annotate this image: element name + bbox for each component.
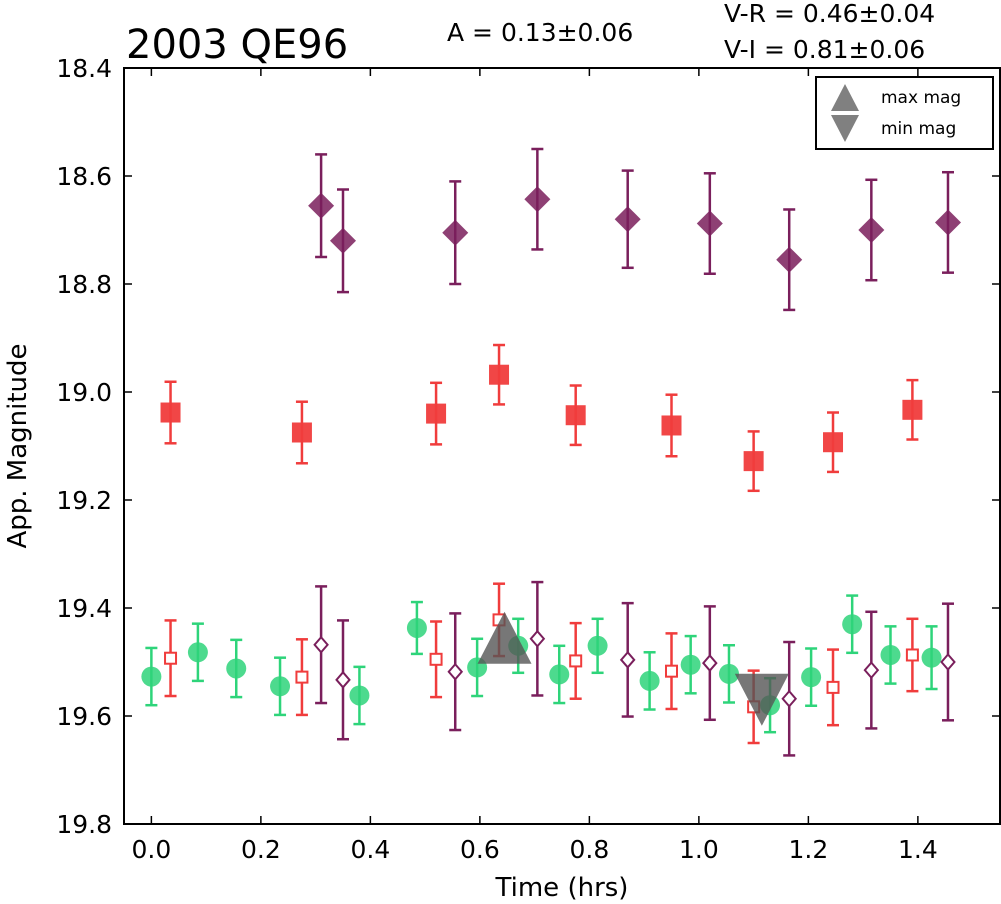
x-tick-label: 1.2	[788, 835, 828, 864]
series-4	[313, 580, 956, 757]
y-axis-label: App. Magnitude	[3, 343, 33, 548]
data-point-square	[164, 651, 178, 665]
data-point-diamond	[858, 217, 885, 243]
series-2	[141, 594, 942, 734]
data-point-circle	[880, 644, 901, 665]
data-point-diamond	[335, 670, 351, 689]
data-point-square	[665, 664, 678, 678]
data-point-diamond	[308, 192, 335, 219]
y-tick-label: 19.8	[56, 810, 112, 839]
x-tick-label: 0.6	[460, 835, 500, 864]
amplitude-annotation: A = 0.13±0.06	[447, 18, 633, 47]
data-point-square	[905, 648, 919, 662]
data-point-circle	[587, 635, 608, 656]
y-ticks: 18.4 18.6 18.8 19.0 19.2 19.4 19.6 19.8	[56, 54, 1000, 839]
y-tick-label: 19.2	[56, 486, 112, 515]
data-point-circle	[549, 664, 570, 685]
data-point-circle	[801, 667, 822, 688]
data-point-square	[429, 652, 443, 666]
data-point-diamond	[330, 227, 356, 254]
data-point-diamond	[940, 652, 956, 672]
data-point-diamond	[702, 654, 718, 673]
data-point-diamond	[863, 661, 880, 680]
legend-max-marker	[831, 84, 859, 111]
data-point-square	[569, 654, 583, 668]
data-point-circle	[406, 617, 427, 638]
legend-max-label: max mag	[881, 88, 961, 108]
legend-min-label: min mag	[881, 119, 956, 139]
data-point-diamond	[313, 635, 329, 654]
data-marks	[141, 147, 961, 757]
data-point-square	[826, 680, 840, 694]
x-tick-label: 1.4	[898, 835, 938, 864]
x-tick-label: 0.8	[569, 835, 609, 864]
data-point-diamond	[619, 650, 636, 669]
chart-title: 2003 QE96	[126, 22, 348, 68]
data-point-square	[743, 451, 764, 472]
plot-frame	[123, 67, 1001, 825]
data-point-diamond	[934, 209, 961, 236]
vr-annotation: V-R = 0.46±0.04	[724, 0, 935, 28]
x-tick-label: 0.2	[241, 835, 281, 864]
x-tick-label: 0.4	[350, 835, 390, 864]
legend: max mag min mag	[815, 76, 994, 150]
y-tick-label: 18.6	[56, 162, 112, 191]
data-point-circle	[921, 647, 942, 668]
data-point-square	[489, 364, 510, 385]
data-point-square	[160, 402, 181, 423]
data-point-diamond	[696, 210, 723, 237]
series-0	[308, 147, 961, 312]
data-point-square	[823, 432, 844, 453]
max-mag-marker	[477, 611, 532, 664]
x-axis-label: Time (hrs)	[495, 873, 629, 903]
data-point-circle	[141, 666, 162, 687]
data-point-circle	[639, 670, 660, 691]
data-point-square	[902, 399, 923, 420]
data-point-diamond	[447, 662, 464, 681]
data-point-circle	[226, 658, 247, 679]
x-ticks: 0.0 0.2 0.4 0.6 0.8 1.0 1.2 1.4	[131, 68, 938, 864]
data-point-square	[565, 405, 586, 426]
series-1	[160, 343, 923, 493]
data-point-diamond	[776, 246, 803, 273]
data-point-circle	[842, 614, 863, 635]
data-point-circle	[718, 663, 739, 684]
data-point-circle	[680, 654, 701, 675]
data-point-circle	[349, 685, 370, 706]
data-point-diamond	[614, 206, 641, 233]
series-3	[164, 582, 919, 745]
x-tick-label: 0.0	[131, 835, 171, 864]
data-point-circle	[270, 676, 291, 697]
data-point-square	[661, 415, 682, 436]
y-tick-label: 19.6	[56, 702, 112, 731]
y-tick-label: 18.8	[56, 270, 112, 299]
data-point-diamond	[529, 629, 546, 648]
vi-annotation: V-I = 0.81±0.06	[724, 35, 925, 64]
y-tick-label: 18.4	[56, 54, 112, 83]
legend-min-marker	[831, 115, 859, 142]
min-mag-marker	[734, 673, 789, 726]
data-point-square	[291, 422, 312, 443]
x-tick-label: 1.0	[679, 835, 719, 864]
data-point-square	[426, 403, 447, 424]
y-tick-label: 19.4	[56, 594, 112, 623]
data-point-diamond	[442, 219, 469, 246]
y-tick-label: 19.0	[56, 378, 112, 407]
data-point-circle	[187, 642, 208, 663]
data-point-diamond	[781, 689, 798, 708]
data-point-square	[295, 670, 309, 684]
data-point-diamond	[524, 186, 551, 213]
extrema-markers	[477, 611, 789, 726]
